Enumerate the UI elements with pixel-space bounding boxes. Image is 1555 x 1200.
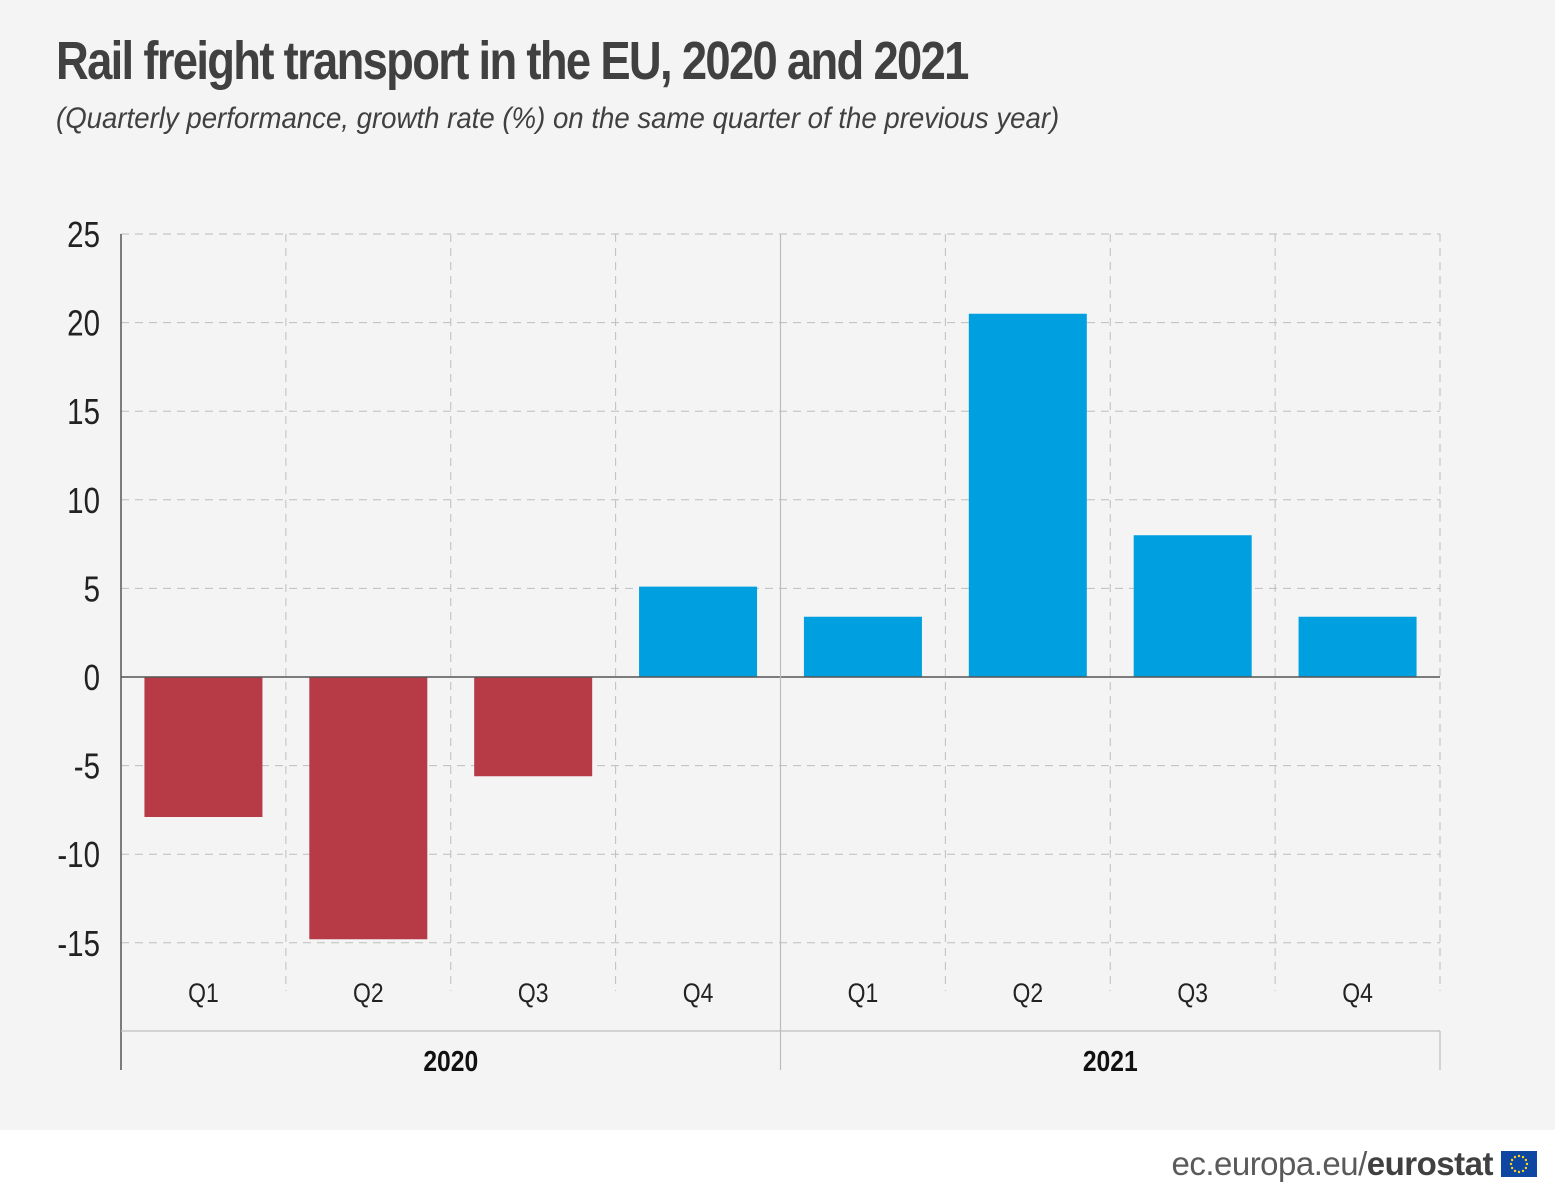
x-tick-label: Q1 (188, 978, 219, 1008)
x-tick-label: Q1 (848, 978, 879, 1008)
bar-chart: 25 20 15 10 5 0 -5 -10 -15 Q1 Q2 Q3 Q4 Q1 Q2 Q3 Q4 2020 20… (57, 214, 1441, 1077)
footer-brand: eurostat (1366, 1145, 1494, 1182)
bar (309, 677, 428, 940)
chart-subtitle: (Quarterly performance, growth rate (%) … (56, 102, 1060, 135)
group-label: 2020 (423, 1045, 478, 1077)
x-tick-label: Q4 (1342, 978, 1373, 1008)
y-tick-label: 0 (84, 657, 100, 697)
bar (803, 616, 922, 677)
eu-flag-stars (1509, 1154, 1529, 1174)
y-tick-label: 5 (84, 569, 100, 609)
bar (474, 677, 593, 777)
y-tick-label: -10 (57, 834, 100, 874)
chart-panel (0, 0, 1555, 1130)
bar (639, 586, 758, 677)
y-tick-label: -5 (74, 746, 100, 786)
y-tick-label: 10 (67, 480, 100, 520)
bar (968, 313, 1087, 677)
y-tick-label: 25 (67, 214, 100, 254)
x-tick-label: Q3 (1177, 978, 1208, 1008)
bar (1298, 616, 1417, 677)
y-tick-label: 20 (67, 303, 100, 343)
x-tick-label: Q2 (353, 978, 384, 1008)
y-tick-label: 15 (67, 391, 100, 431)
x-tick-label: Q4 (683, 978, 714, 1008)
chart-title: Rail freight transport in the EU, 2020 a… (56, 31, 969, 91)
footer-site: ec.europa.eu/ (1171, 1145, 1367, 1182)
bar (144, 677, 263, 817)
eu-flag-icon (1501, 1151, 1537, 1177)
footer: ec.europa.eu/eurostat (1171, 1145, 1537, 1183)
x-tick-label: Q2 (1013, 978, 1044, 1008)
bar (1133, 535, 1252, 677)
footer-link[interactable]: ec.europa.eu/eurostat (1171, 1145, 1493, 1183)
y-tick-label: -15 (57, 923, 100, 963)
x-tick-label: Q3 (518, 978, 549, 1008)
group-label: 2021 (1083, 1045, 1138, 1077)
